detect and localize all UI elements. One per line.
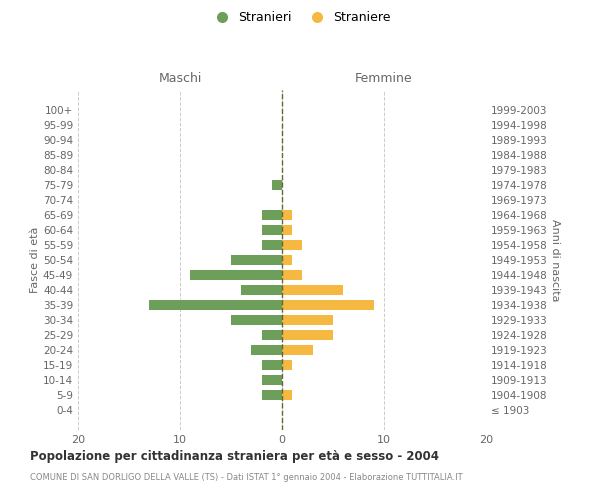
Bar (231, 315, 282, 324)
Bar (282, 390, 292, 400)
Bar (231, 255, 282, 265)
Text: COMUNE DI SAN DORLIGO DELLA VALLE (TS) - Dati ISTAT 1° gennaio 2004 - Elaborazio: COMUNE DI SAN DORLIGO DELLA VALLE (TS) -… (30, 472, 463, 482)
Bar (262, 390, 282, 400)
Text: Femmine: Femmine (355, 72, 413, 85)
Bar (190, 270, 282, 280)
Text: Popolazione per cittadinanza straniera per età e sesso - 2004: Popolazione per cittadinanza straniera p… (30, 450, 439, 463)
Bar (282, 315, 333, 324)
Bar (282, 255, 292, 265)
Bar (262, 330, 282, 340)
Legend: Stranieri, Straniere: Stranieri, Straniere (205, 6, 395, 29)
Bar (282, 270, 302, 280)
Bar (282, 360, 292, 370)
Bar (282, 285, 343, 295)
Bar (262, 360, 282, 370)
Bar (282, 225, 292, 235)
Bar (282, 330, 333, 340)
Bar (251, 345, 282, 354)
Bar (282, 240, 302, 250)
Bar (262, 225, 282, 235)
Bar (149, 300, 282, 310)
Bar (282, 300, 374, 310)
Bar (282, 210, 292, 220)
Bar (262, 240, 282, 250)
Bar (272, 180, 282, 190)
Bar (282, 345, 313, 354)
Y-axis label: Fasce di età: Fasce di età (30, 227, 40, 293)
Y-axis label: Anni di nascita: Anni di nascita (550, 218, 560, 301)
Bar (262, 375, 282, 384)
Bar (241, 285, 282, 295)
Bar (262, 210, 282, 220)
Text: Maschi: Maschi (158, 72, 202, 85)
